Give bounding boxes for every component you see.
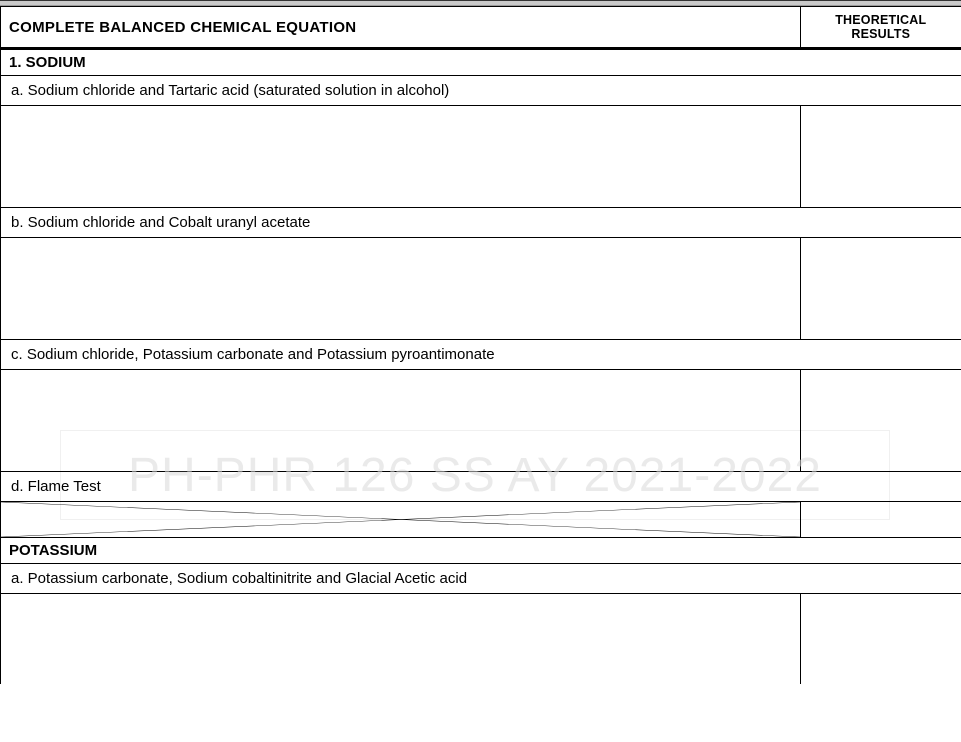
- potassium-a-result-cell: [801, 594, 961, 684]
- section-potassium: POTASSIUM: [1, 538, 961, 564]
- sodium-c-label: c. Sodium chloride, Potassium carbonate …: [1, 340, 961, 370]
- sodium-d-answer: [1, 502, 961, 538]
- section-sodium: 1. SODIUM: [1, 49, 961, 76]
- section-potassium-title: POTASSIUM: [1, 538, 961, 564]
- section-sodium-title: 1. SODIUM: [1, 49, 961, 76]
- potassium-a-equation-cell: [1, 594, 801, 684]
- sodium-b-result-cell: [801, 238, 961, 340]
- cross-out-icon: [1, 502, 800, 537]
- sodium-c-answer: [1, 370, 961, 472]
- sodium-d-label: d. Flame Test: [1, 472, 961, 502]
- sodium-d-result-cell: [801, 502, 961, 538]
- sodium-d-equation-cell-crossed: [1, 502, 801, 538]
- sodium-a-answer: [1, 106, 961, 208]
- sodium-b-answer: [1, 238, 961, 340]
- sodium-d-row: d. Flame Test: [1, 472, 961, 502]
- sodium-c-equation-cell: [1, 370, 801, 472]
- sodium-a-label: a. Sodium chloride and Tartaric acid (sa…: [1, 76, 961, 106]
- potassium-a-row: a. Potassium carbonate, Sodium cobaltini…: [1, 564, 961, 594]
- header-row: COMPLETE BALANCED CHEMICAL EQUATION THEO…: [1, 7, 961, 49]
- worksheet-table: COMPLETE BALANCED CHEMICAL EQUATION THEO…: [0, 6, 961, 684]
- sodium-b-row: b. Sodium chloride and Cobalt uranyl ace…: [1, 208, 961, 238]
- header-results: THEORETICAL RESULTS: [801, 7, 961, 49]
- header-equation: COMPLETE BALANCED CHEMICAL EQUATION: [1, 7, 801, 49]
- sodium-b-label: b. Sodium chloride and Cobalt uranyl ace…: [1, 208, 961, 238]
- sodium-c-result-cell: [801, 370, 961, 472]
- sodium-a-result-cell: [801, 106, 961, 208]
- sodium-b-equation-cell: [1, 238, 801, 340]
- sodium-c-row: c. Sodium chloride, Potassium carbonate …: [1, 340, 961, 370]
- sodium-a-equation-cell: [1, 106, 801, 208]
- sodium-a-row: a. Sodium chloride and Tartaric acid (sa…: [1, 76, 961, 106]
- potassium-a-label: a. Potassium carbonate, Sodium cobaltini…: [1, 564, 961, 594]
- potassium-a-answer: [1, 594, 961, 684]
